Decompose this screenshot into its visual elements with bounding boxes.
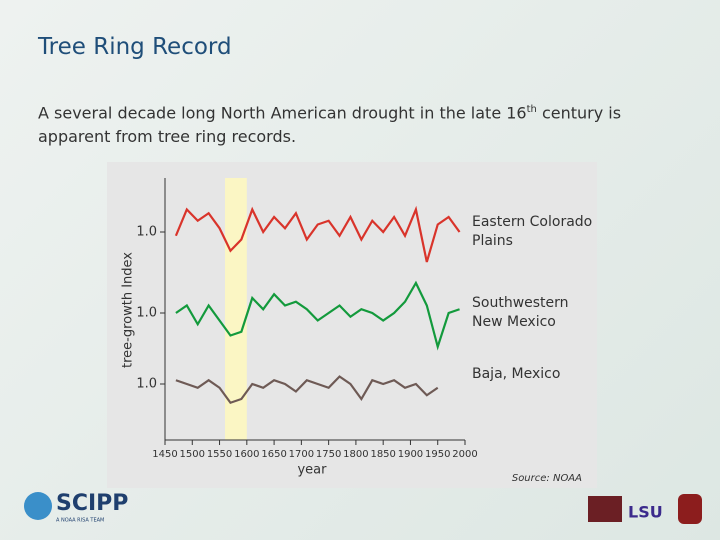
series-line — [174, 205, 461, 263]
y-axis-label: tree-growth Index — [121, 252, 136, 368]
x-tick-label: 2000 — [452, 449, 477, 460]
highlight-band — [225, 178, 247, 440]
x-tick-label: 1850 — [370, 449, 395, 460]
series-label: Eastern Colorado Plains — [472, 214, 593, 249]
series-line — [175, 280, 460, 351]
tamu-logo — [588, 496, 622, 522]
lsu-logo: LSU — [628, 503, 663, 522]
x-tick-label: 1950 — [425, 449, 450, 460]
x-tick-label: 1750 — [316, 449, 341, 460]
series-line — [175, 375, 439, 405]
x-axis-label: year — [297, 463, 327, 478]
x-tick-label: 1650 — [261, 449, 286, 460]
x-tick-label: 1600 — [234, 449, 259, 460]
figure-background — [107, 162, 597, 488]
x-tick-label: 1550 — [207, 449, 232, 460]
body-text: A several decade long North American dro… — [38, 98, 698, 149]
y-tick-label: 1.0 — [136, 306, 157, 321]
scipp-icon — [24, 492, 52, 520]
x-tick-label: 1500 — [180, 449, 205, 460]
x-tick-label: 1450 — [152, 449, 177, 460]
x-tick-label: 1900 — [398, 449, 423, 460]
x-tick-label: 1700 — [289, 449, 314, 460]
ou-logo — [678, 494, 702, 524]
x-tick-label: 1800 — [343, 449, 368, 460]
series-label: Southwestern New Mexico — [472, 295, 569, 330]
superscript: th — [526, 104, 537, 115]
scipp-tagline: A NOAA RISA TEAM — [56, 518, 104, 524]
y-tick-label: 1.0 — [136, 225, 157, 240]
series-label: Baja, Mexico — [472, 366, 561, 382]
scipp-logo: SCIPP — [56, 491, 128, 516]
y-tick-label: 1.0 — [136, 377, 157, 392]
body-text-part: A several decade long North American dro… — [38, 103, 527, 123]
body-text-part: century is apparent from tree ring recor… — [38, 103, 622, 147]
source: Source: NOAA — [512, 473, 582, 484]
slide-title: Tree Ring Record — [38, 34, 232, 60]
